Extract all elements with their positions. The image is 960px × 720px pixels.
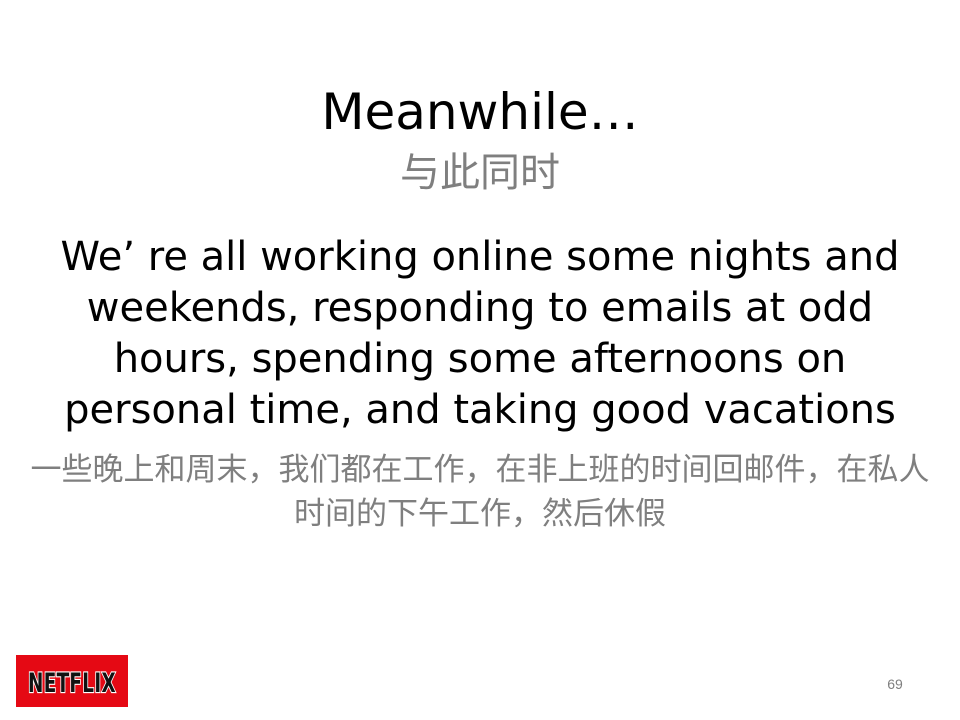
netflix-logo-wordmark: NETFLIX [27, 667, 117, 699]
netflix-logo: NETFLIX [16, 655, 128, 707]
body-text-english: We’ re all working online some nights an… [60, 234, 900, 433]
svg-text:NETFLIX: NETFLIX [28, 668, 116, 699]
slide-title-chinese: 与此同时 [400, 150, 560, 196]
page-number: 69 [887, 676, 903, 692]
body-text-chinese: 一些晚上和周末，我们都在工作，在非上班的时间回邮件，在私人时间的下午工作，然后休… [30, 452, 930, 532]
slide-title: Meanwhile… [321, 83, 639, 141]
